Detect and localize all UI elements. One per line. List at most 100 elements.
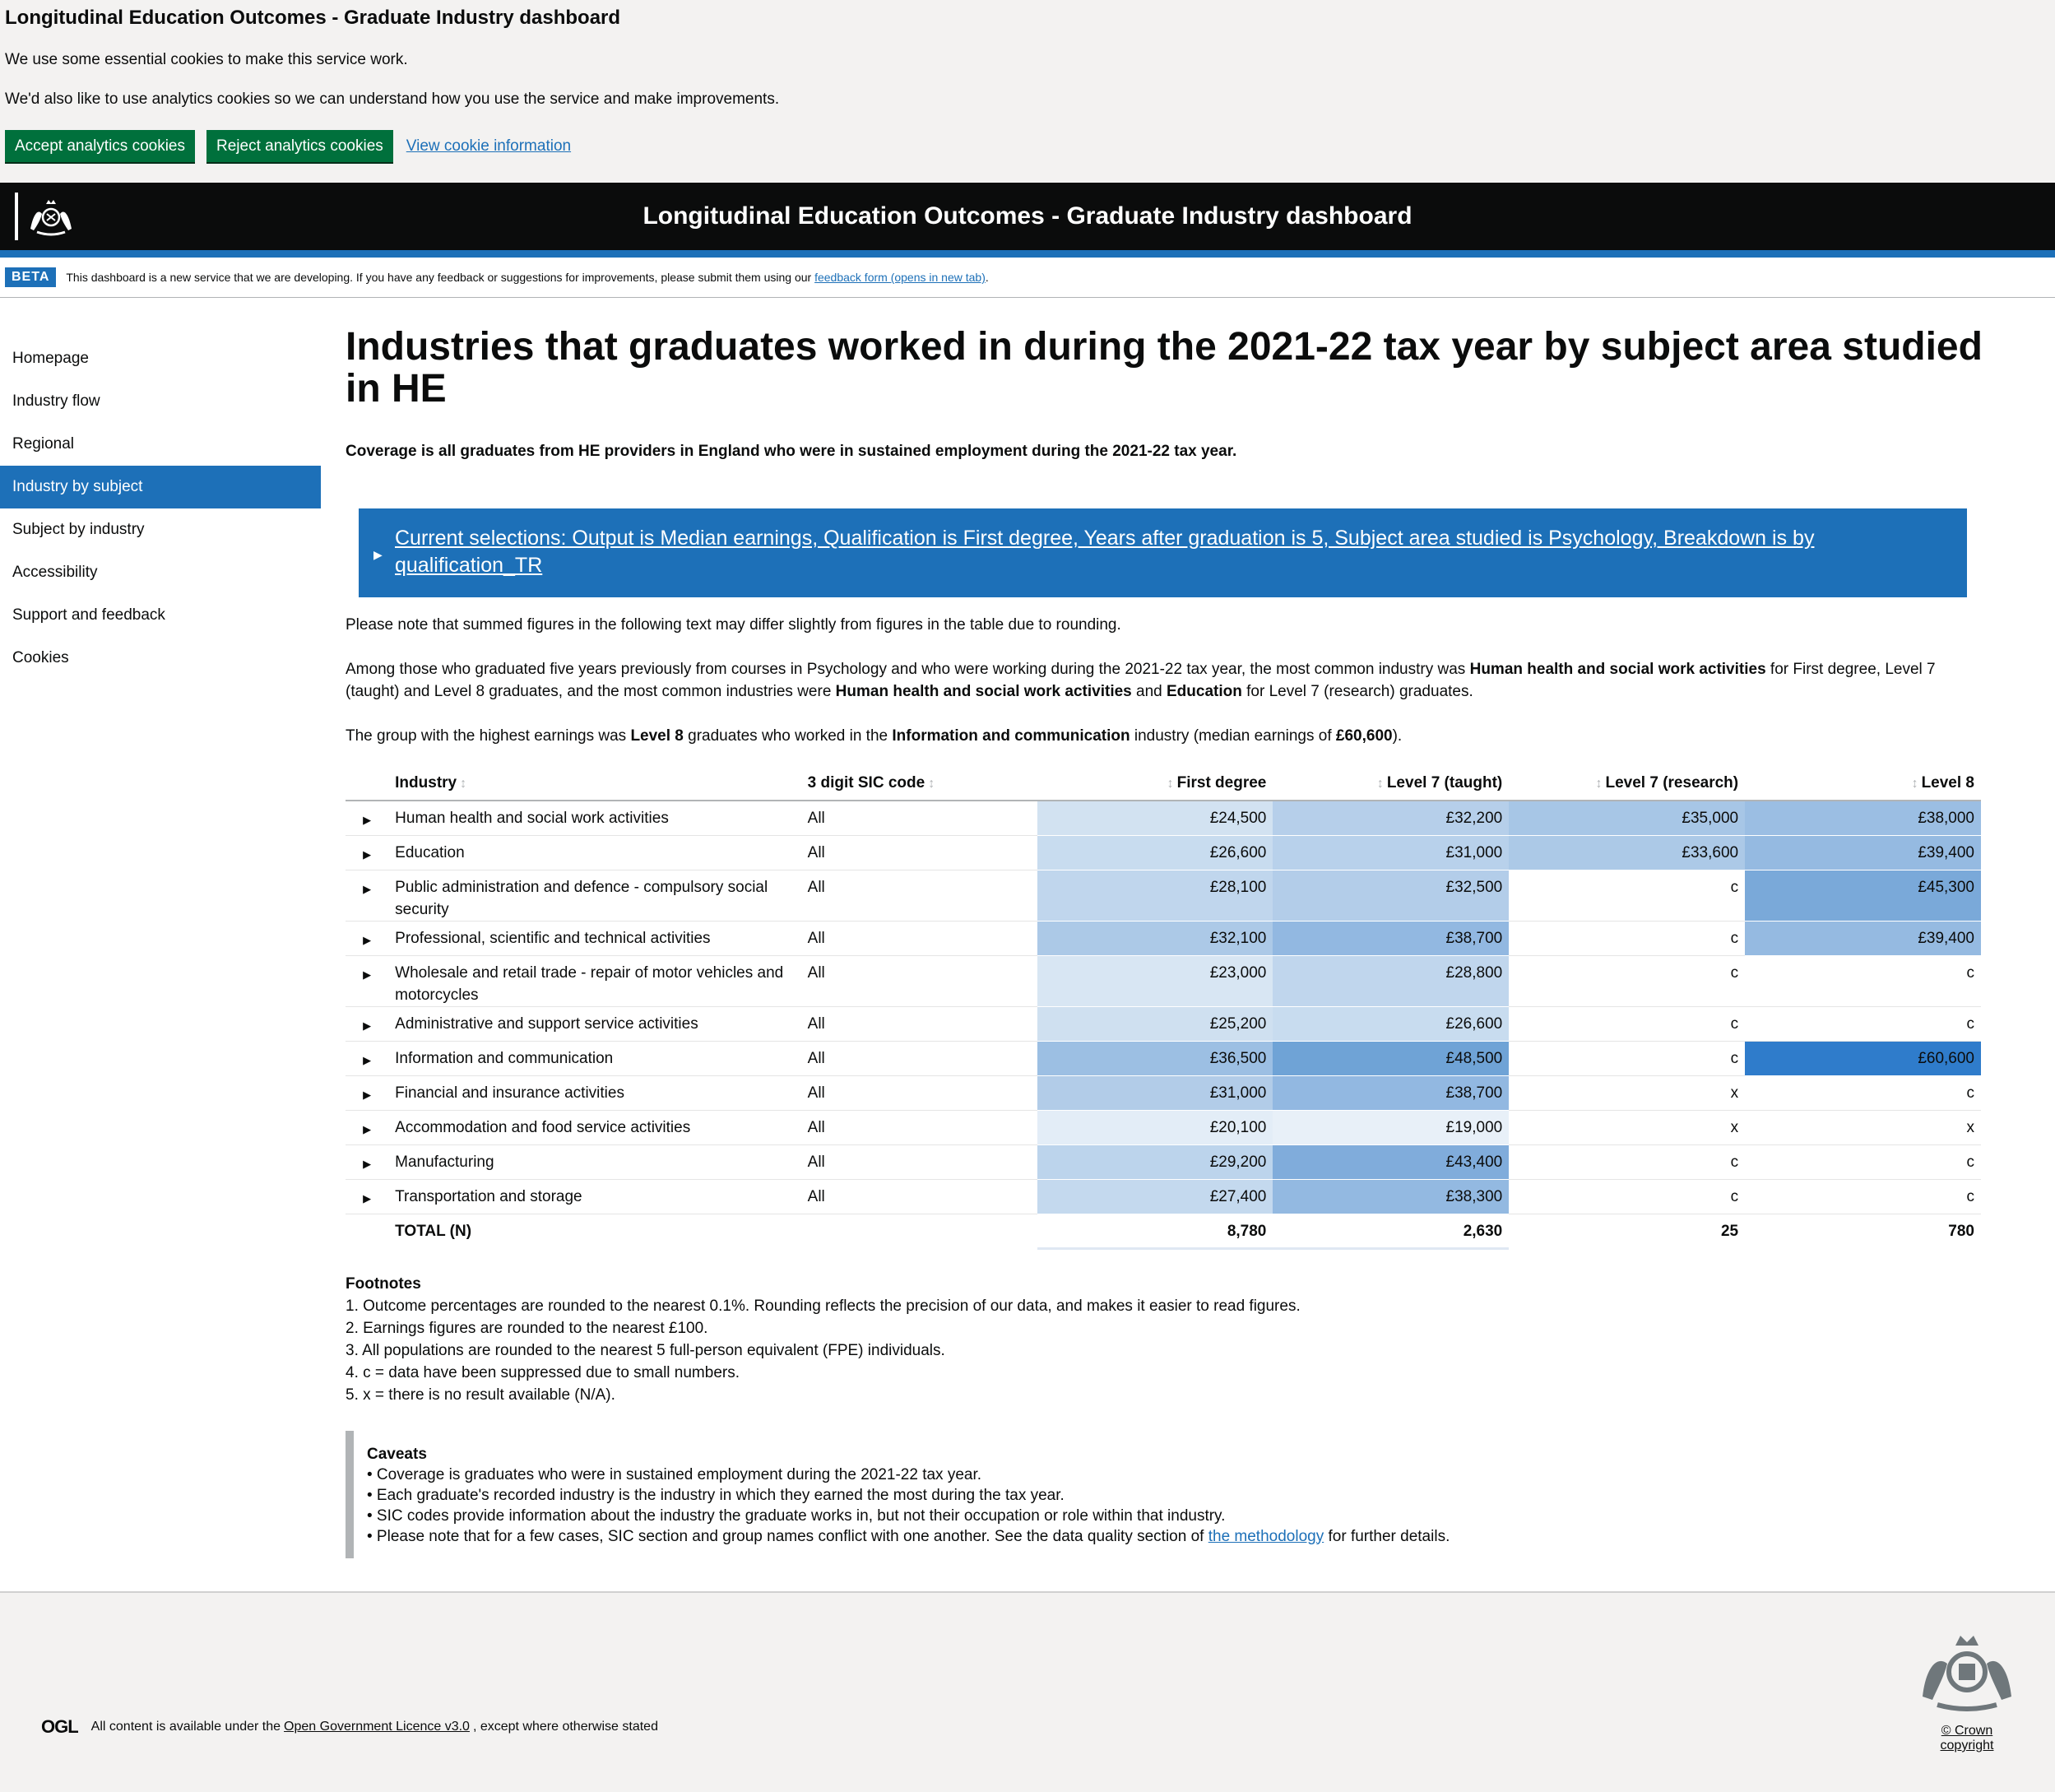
level-7-research-cell: c — [1509, 1041, 1746, 1076]
sort-arrows-icon[interactable]: ↕ — [460, 777, 467, 791]
accept-analytics-cookies-button[interactable]: Accept analytics cookies — [5, 130, 195, 162]
column-header-first-degree[interactable]: ↕ First degree — [1037, 767, 1273, 801]
industry-cell: Public administration and defence - comp… — [388, 870, 801, 922]
footnotes-title: Footnotes — [346, 1274, 421, 1293]
table-row[interactable]: ▶ Manufacturing All £29,200 £43,400 c c — [346, 1144, 1981, 1180]
sic-code-cell: All — [800, 921, 1037, 956]
industry-cell: Information and communication — [388, 1041, 801, 1076]
page-title: Industries that graduates worked in duri… — [346, 325, 1983, 411]
level-7-taught-cell: £38,700 — [1273, 1075, 1510, 1111]
govuk-logo[interactable] — [15, 193, 84, 240]
table-total-row: TOTAL (N) 8,780 2,630 25 780 — [346, 1214, 1981, 1250]
column-header-industry[interactable]: Industry ↕ — [388, 767, 801, 801]
level-8-cell: £38,000 — [1745, 801, 1981, 836]
table-row[interactable]: ▶ Administrative and support service acti… — [346, 1006, 1981, 1042]
crown-copyright-link[interactable]: © Crown copyright — [1940, 1724, 1994, 1753]
sort-arrows-icon[interactable]: ↕ — [1595, 777, 1603, 791]
industry-cell: Human health and social work activities — [388, 801, 801, 836]
reject-analytics-cookies-button[interactable]: Reject analytics cookies — [206, 130, 393, 162]
level-7-research-cell: £35,000 — [1509, 801, 1746, 836]
beta-banner: BETA This dashboard is a new service tha… — [0, 258, 2055, 298]
cookie-banner: Longitudinal Education Outcomes - Gradua… — [0, 0, 2055, 183]
expand-row-icon[interactable]: ▶ — [346, 1179, 389, 1214]
table-row[interactable]: ▶ Professional, scientific and technical … — [346, 921, 1981, 956]
service-title: Longitudinal Education Outcomes - Gradua… — [642, 202, 1413, 230]
industry-cell: Professional, scientific and technical a… — [388, 921, 801, 956]
cookie-banner-analytics-text: We'd also like to use analytics cookies … — [5, 91, 780, 108]
expand-row-icon[interactable]: ▶ — [346, 955, 389, 1007]
first-degree-cell: £25,200 — [1037, 1006, 1273, 1042]
caveat-item: • Please note that for a few cases, SIC … — [367, 1527, 1450, 1545]
view-cookie-information-link[interactable]: View cookie information — [406, 137, 572, 155]
crest-icon — [30, 200, 72, 236]
sidebar-item-subject-by-industry[interactable]: Subject by industry — [12, 521, 145, 538]
sort-arrows-icon[interactable]: ↕ — [1376, 777, 1384, 791]
cookie-banner-essential-text: We use some essential cookies to make th… — [5, 51, 408, 68]
first-degree-cell: £23,000 — [1037, 955, 1273, 1007]
expand-row-icon[interactable]: ▶ — [346, 1110, 389, 1145]
footnote-item: 2. Earnings figures are rounded to the n… — [346, 1319, 708, 1337]
table-row[interactable]: ▶ Human health and social work activities… — [346, 801, 1981, 836]
table-row[interactable]: ▶ Information and communication All £36,500… — [346, 1041, 1981, 1076]
sic-code-cell: All — [800, 955, 1037, 1007]
table-row[interactable]: ▶ Education All £26,600 £31,000 £33,600 £39,40… — [346, 835, 1981, 870]
level-7-taught-cell: £31,000 — [1273, 835, 1510, 870]
footnote-item: 5. x = there is no result available (N/A… — [346, 1386, 615, 1404]
first-degree-cell: £29,200 — [1037, 1144, 1273, 1180]
expand-row-icon[interactable]: ▶ — [346, 1041, 389, 1076]
expand-row-icon[interactable]: ▶ — [346, 870, 389, 922]
industry-cell: Manufacturing — [388, 1144, 801, 1180]
level-7-research-cell: c — [1509, 1006, 1746, 1042]
caveat-item: • Coverage is graduates who were in sust… — [367, 1465, 982, 1483]
caveat-item: • SIC codes provide information about th… — [367, 1506, 1226, 1525]
level-7-taught-cell: £48,500 — [1273, 1041, 1510, 1076]
level-7-research-cell: £33,600 — [1509, 835, 1746, 870]
sidebar-item-industry-flow[interactable]: Industry flow — [12, 392, 100, 410]
footnotes: Footnotes 1. Outcome percentages are rou… — [346, 1273, 1983, 1406]
rounding-note: Please note that summed figures in the f… — [346, 616, 1121, 634]
expand-row-icon[interactable]: ▶ — [346, 801, 389, 836]
table-row[interactable]: ▶ Wholesale and retail trade - repair of … — [346, 955, 1981, 1007]
level-7-taught-cell: £19,000 — [1273, 1110, 1510, 1145]
sidebar-item-support-and-feedback[interactable]: Support and feedback — [12, 606, 165, 624]
sort-arrows-icon[interactable]: ↕ — [1911, 777, 1918, 791]
table-row[interactable]: ▶ Transportation and storage All £27,400 £38… — [346, 1179, 1981, 1214]
coverage-text: Coverage is all graduates from HE provid… — [346, 443, 1237, 460]
open-government-licence-link[interactable]: Open Government Licence v3.0 — [284, 1720, 470, 1734]
expand-row-icon[interactable]: ▶ — [346, 1075, 389, 1111]
sidebar-item-industry-by-subject[interactable]: Industry by subject — [0, 466, 321, 508]
expand-row-icon[interactable]: ▶ — [346, 921, 389, 956]
column-header-level-7-research[interactable]: ↕ Level 7 (research) — [1509, 767, 1746, 801]
level-8-cell: c — [1745, 1179, 1981, 1214]
cookie-banner-actions: Accept analytics cookies Reject analytic… — [5, 130, 2050, 162]
column-header-level-7-taught[interactable]: ↕ Level 7 (taught) — [1273, 767, 1510, 801]
methodology-link[interactable]: the methodology — [1208, 1527, 1324, 1545]
footnote-item: 1. Outcome percentages are rounded to th… — [346, 1297, 1301, 1315]
sidebar-item-regional[interactable]: Regional — [12, 435, 74, 453]
ogl-logo-icon: OGL — [41, 1716, 79, 1737]
column-header-level-8[interactable]: ↕ Level 8 — [1745, 767, 1981, 801]
table-row[interactable]: ▶ Accommodation and food service activiti… — [346, 1110, 1981, 1145]
sidebar-item-cookies[interactable]: Cookies — [12, 649, 69, 666]
current-selections-toggle[interactable]: Current selections: Output is Median ear… — [395, 527, 1815, 577]
caveat-item: • Each graduate's recorded industry is t… — [367, 1486, 1065, 1504]
sidebar-item-accessibility[interactable]: Accessibility — [12, 564, 98, 581]
current-selections-details[interactable]: ▶ Current selections: Output is Median e… — [359, 508, 1967, 597]
sidebar-item-homepage[interactable]: Homepage — [12, 350, 89, 367]
sort-arrows-icon[interactable]: ↕ — [928, 777, 935, 791]
level-7-taught-cell: £28,800 — [1273, 955, 1510, 1007]
table-header-row: Industry ↕ 3 digit SIC code ↕ ↕ First degre… — [346, 767, 1981, 801]
sort-arrows-icon[interactable]: ↕ — [1167, 777, 1174, 791]
level-8-cell: £39,400 — [1745, 921, 1981, 956]
table-row[interactable]: ▶ Financial and insurance activities All £3… — [346, 1075, 1981, 1111]
industry-cell: Administrative and support service activ… — [388, 1006, 801, 1042]
table-row[interactable]: ▶ Public administration and defence - com… — [346, 870, 1981, 922]
feedback-form-link[interactable]: feedback form (opens in new tab) — [814, 271, 986, 284]
expand-row-icon[interactable]: ▶ — [346, 835, 389, 870]
expand-row-icon[interactable]: ▶ — [346, 1144, 389, 1180]
expand-row-icon[interactable]: ▶ — [346, 1006, 389, 1042]
level-7-research-cell: x — [1509, 1075, 1746, 1111]
first-degree-cell: £26,600 — [1037, 835, 1273, 870]
column-header-sic-code[interactable]: 3 digit SIC code ↕ — [800, 767, 1037, 801]
sic-code-cell: All — [800, 835, 1037, 870]
